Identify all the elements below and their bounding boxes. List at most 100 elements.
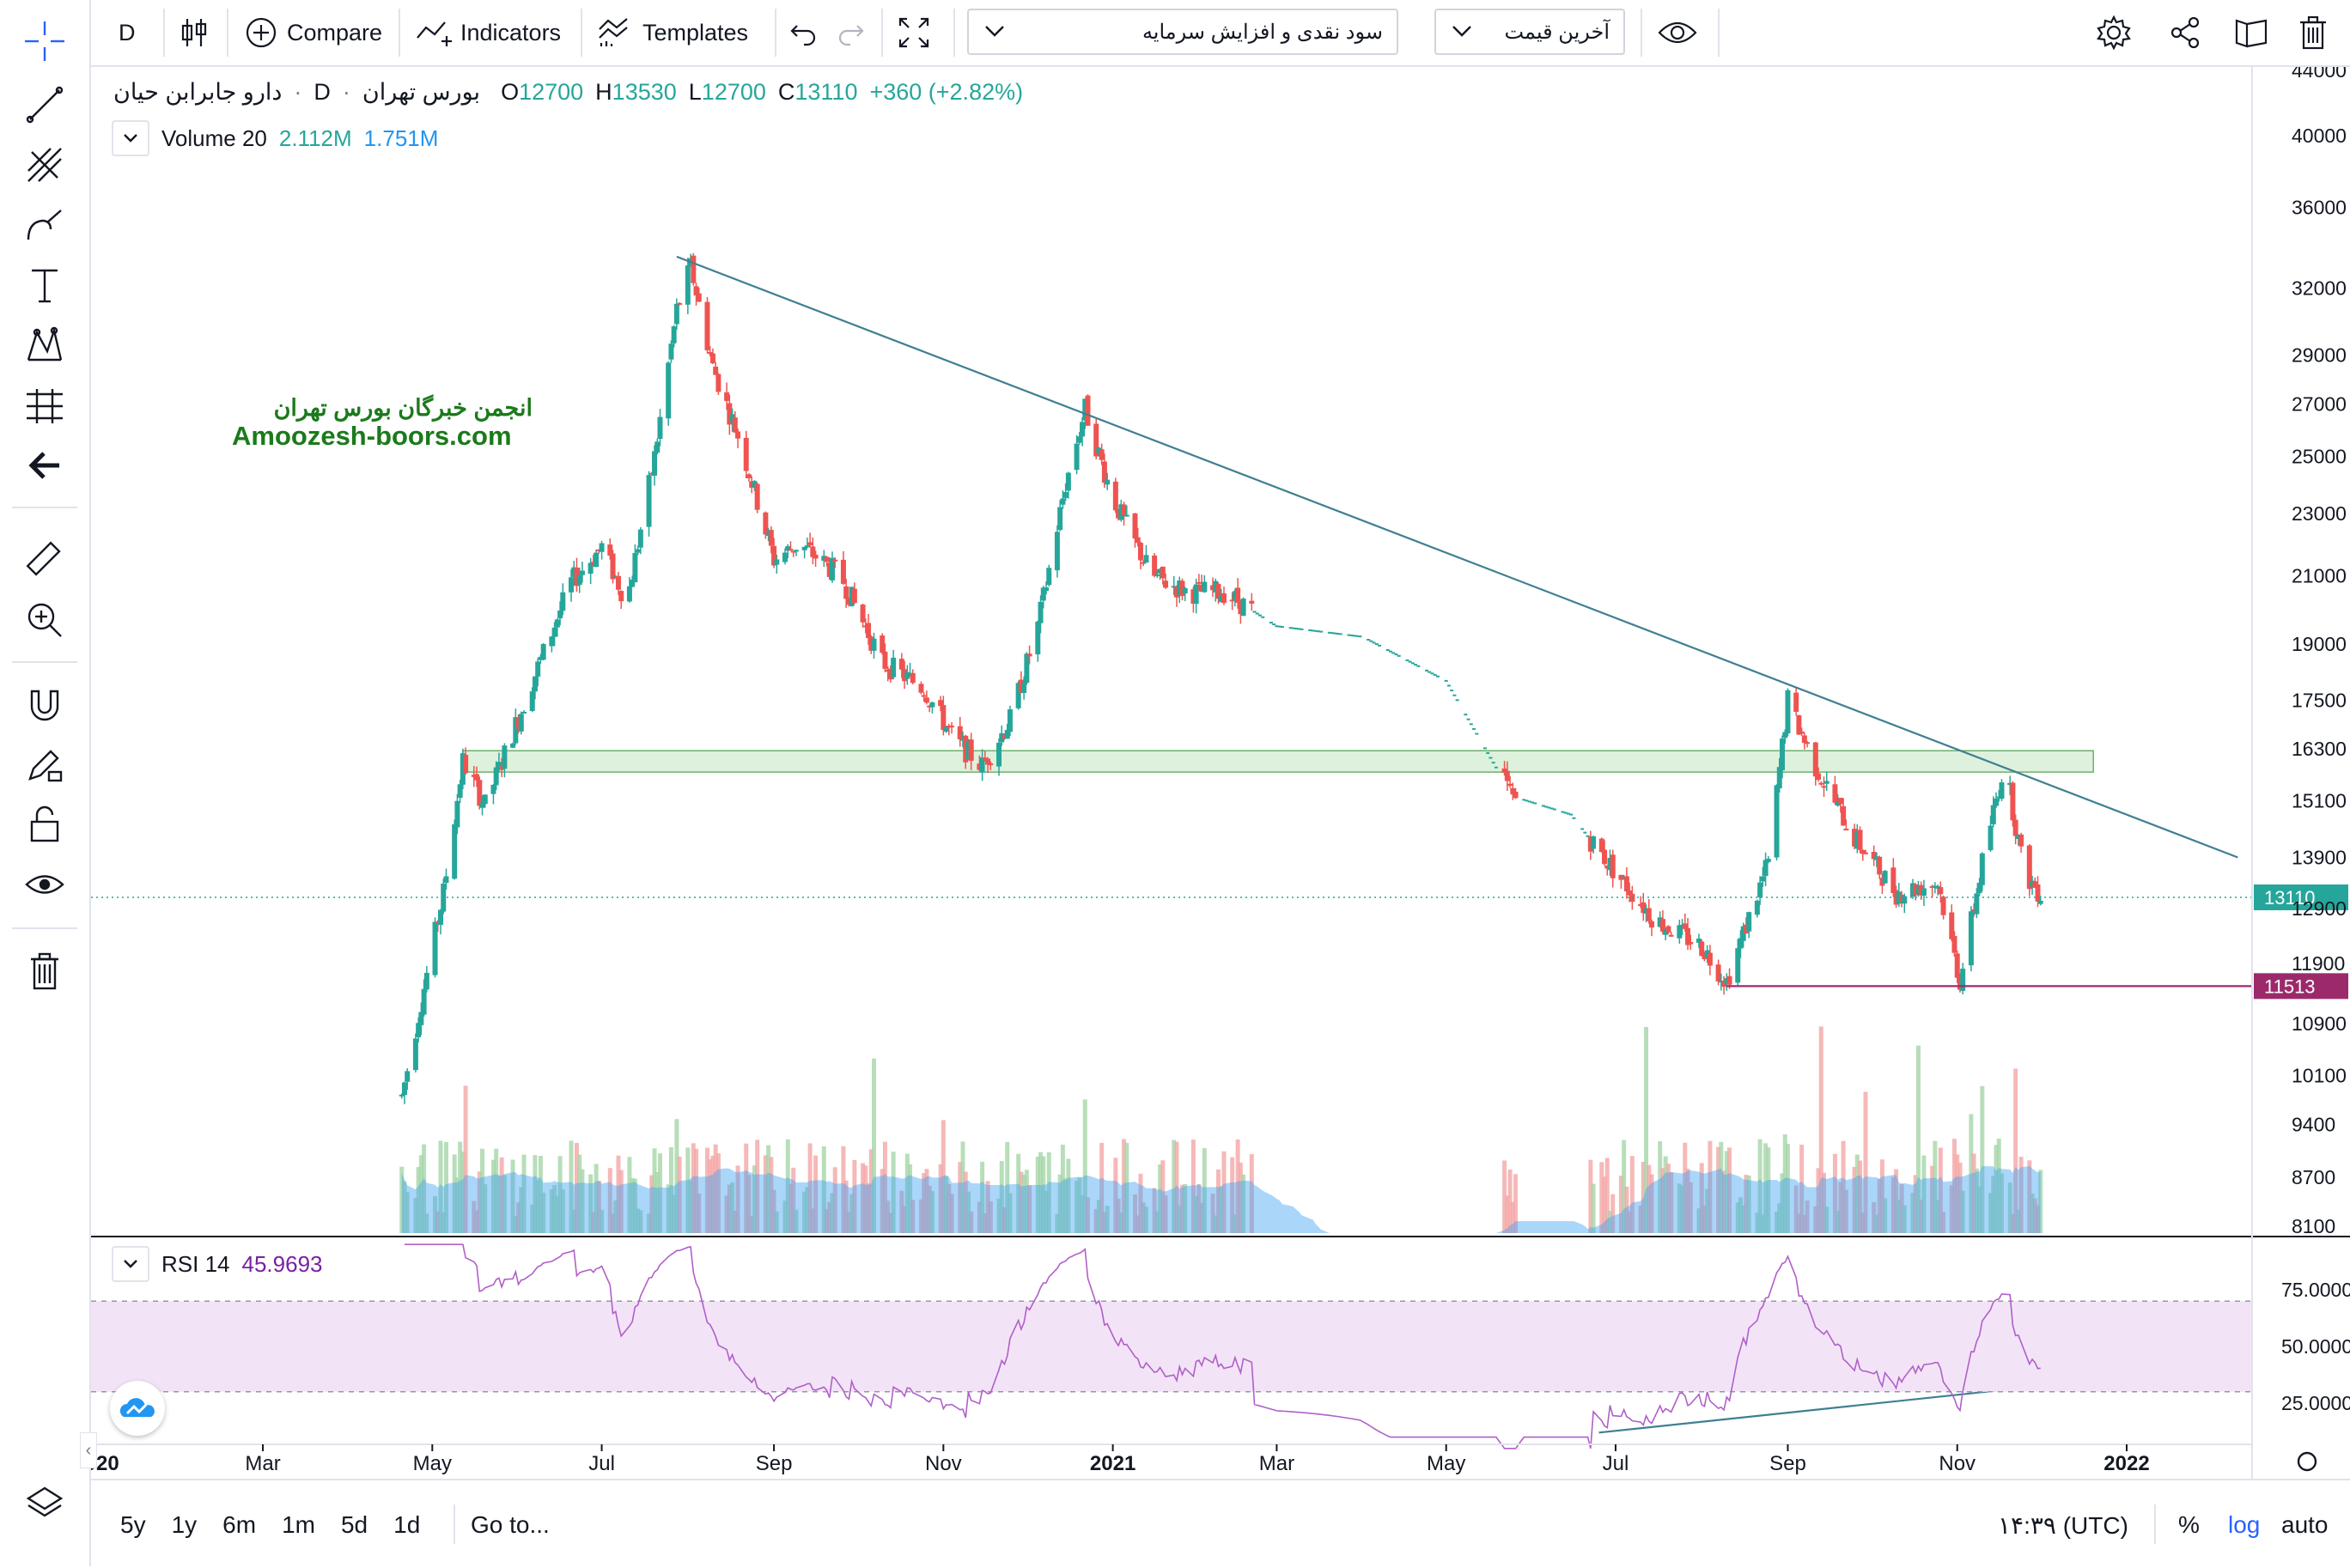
- collapse-left-handle[interactable]: ‹: [80, 1432, 97, 1468]
- hide-drawings-tool[interactable]: [19, 859, 70, 910]
- lock-drawing-tool[interactable]: [19, 738, 70, 790]
- share-button[interactable]: [2168, 0, 2202, 65]
- volume-bar: [1249, 1154, 1254, 1233]
- symbol-name[interactable]: دارو جابرابن حیان: [113, 79, 283, 105]
- range-button-1d[interactable]: 1d: [393, 1511, 421, 1538]
- interval-button[interactable]: D: [119, 0, 136, 65]
- volume-bar: [1951, 1139, 1957, 1233]
- price-type-dropdown[interactable]: آخرین قیمت: [1434, 9, 1625, 55]
- volume-bar: [1760, 1214, 1765, 1233]
- volume-bar: [1816, 1168, 1821, 1233]
- change-value: +360 (+2.82%): [869, 79, 1024, 105]
- candle-body: [1096, 447, 1102, 453]
- auto-toggle[interactable]: auto: [2281, 1511, 2329, 1538]
- text-tool[interactable]: [19, 259, 70, 311]
- settings-button[interactable]: [2096, 0, 2132, 65]
- volume-bar: [1177, 1206, 1182, 1233]
- volume-bar: [1685, 1168, 1690, 1233]
- volume-bar: [733, 1210, 738, 1233]
- compare-button[interactable]: Compare: [244, 0, 382, 65]
- volume-bar: [1699, 1163, 1704, 1233]
- volume-bar: [555, 1196, 560, 1233]
- candle-body: [632, 552, 638, 582]
- logo[interactable]: [110, 1381, 165, 1436]
- volume-bar: [2016, 1209, 2021, 1233]
- candle-body: [551, 627, 557, 637]
- chart-canvas[interactable]: 11513 13110 44000 40000 36000 32000 29000 2700…: [91, 67, 2350, 1479]
- candle-body: [1602, 849, 1608, 865]
- templates-button[interactable]: Templates: [598, 0, 748, 65]
- remove-drawings-tool[interactable]: [19, 946, 70, 998]
- volume-bar: [674, 1119, 679, 1233]
- candle-body: [968, 739, 974, 761]
- candle-body: [1057, 507, 1063, 531]
- volume-bar: [1057, 1174, 1062, 1233]
- hide-toolbar-button[interactable]: [19, 440, 70, 491]
- candle-body: [418, 1012, 424, 1025]
- candle-body: [1199, 584, 1205, 593]
- trend-line-tool[interactable]: [19, 79, 70, 131]
- range-button-6m[interactable]: 6m: [222, 1511, 257, 1538]
- main-legend: دارو جابرابن حیان · D · بورس تهران O1270…: [113, 79, 1024, 105]
- candle-body: [1688, 942, 1694, 945]
- volume-bar: [1183, 1183, 1188, 1233]
- object-tree-button[interactable]: [19, 1477, 70, 1528]
- candle-body: [999, 732, 1005, 743]
- redo-button[interactable]: [835, 0, 866, 65]
- candle-body: [490, 785, 496, 794]
- candle-body: [771, 545, 777, 566]
- volume-bar: [1921, 1155, 1927, 1233]
- timezone-button[interactable]: ۱۴:۳۹ (UTC): [1998, 1512, 2128, 1539]
- volume-bar: [749, 1215, 754, 1233]
- volume-bar: [965, 1191, 971, 1233]
- resistance-trendline[interactable]: [676, 255, 2238, 859]
- indicators-label: Indicators: [460, 19, 562, 46]
- range-button-5y[interactable]: 5y: [120, 1511, 146, 1538]
- candle-body: [763, 512, 769, 535]
- volume-bar: [849, 1194, 855, 1233]
- magnet-tool[interactable]: [19, 678, 70, 730]
- dividends-dropdown[interactable]: سود نقدی و افزایش سرمایه: [967, 9, 1398, 55]
- goto-button[interactable]: Go to...: [471, 1511, 550, 1538]
- pitchfork-tool[interactable]: [19, 139, 70, 191]
- volume-bar: [513, 1215, 518, 1233]
- candle-body: [754, 483, 760, 510]
- percent-toggle[interactable]: %: [2178, 1511, 2200, 1538]
- volume-bar: [805, 1187, 810, 1233]
- candle-body: [1018, 679, 1024, 693]
- candle-body: [1812, 742, 1818, 777]
- prediction-tool[interactable]: [19, 380, 70, 431]
- visibility-button[interactable]: [1658, 0, 1697, 65]
- log-toggle[interactable]: log: [2228, 1511, 2261, 1538]
- candle-body: [618, 591, 624, 602]
- volume-bar: [746, 1175, 752, 1233]
- volume-bar: [830, 1193, 835, 1233]
- zoom-tool[interactable]: [19, 594, 70, 646]
- candle-body: [1663, 929, 1669, 935]
- candle-body: [713, 366, 719, 375]
- volume-bar: [1638, 1205, 1643, 1233]
- candle-body: [1044, 587, 1050, 592]
- compare-label: Compare: [287, 19, 383, 46]
- crosshair-tool[interactable]: [19, 15, 70, 67]
- fullscreen-button[interactable]: [897, 0, 931, 65]
- chart-type-button[interactable]: [179, 0, 210, 65]
- collapse-button[interactable]: [112, 1246, 149, 1282]
- range-button-1y[interactable]: 1y: [171, 1511, 198, 1538]
- brush-tool[interactable]: [19, 199, 70, 251]
- axis-settings-icon[interactable]: [2297, 1451, 2317, 1472]
- measure-tool[interactable]: [19, 534, 70, 586]
- undo-button[interactable]: [788, 0, 819, 65]
- publish-button[interactable]: [2233, 0, 2269, 65]
- pattern-tool[interactable]: [19, 319, 70, 371]
- volume-bar: [918, 1199, 923, 1233]
- collapse-button[interactable]: [112, 120, 149, 156]
- volume-bar: [1896, 1199, 1902, 1233]
- range-button-5d[interactable]: 5d: [340, 1511, 368, 1538]
- candle-body: [652, 451, 658, 476]
- candle-body: [1196, 581, 1202, 584]
- indicators-button[interactable]: Indicators: [416, 0, 561, 65]
- delete-chart-button[interactable]: [2298, 0, 2328, 65]
- lock-all-tool[interactable]: [19, 799, 70, 850]
- range-button-1m[interactable]: 1m: [282, 1511, 315, 1538]
